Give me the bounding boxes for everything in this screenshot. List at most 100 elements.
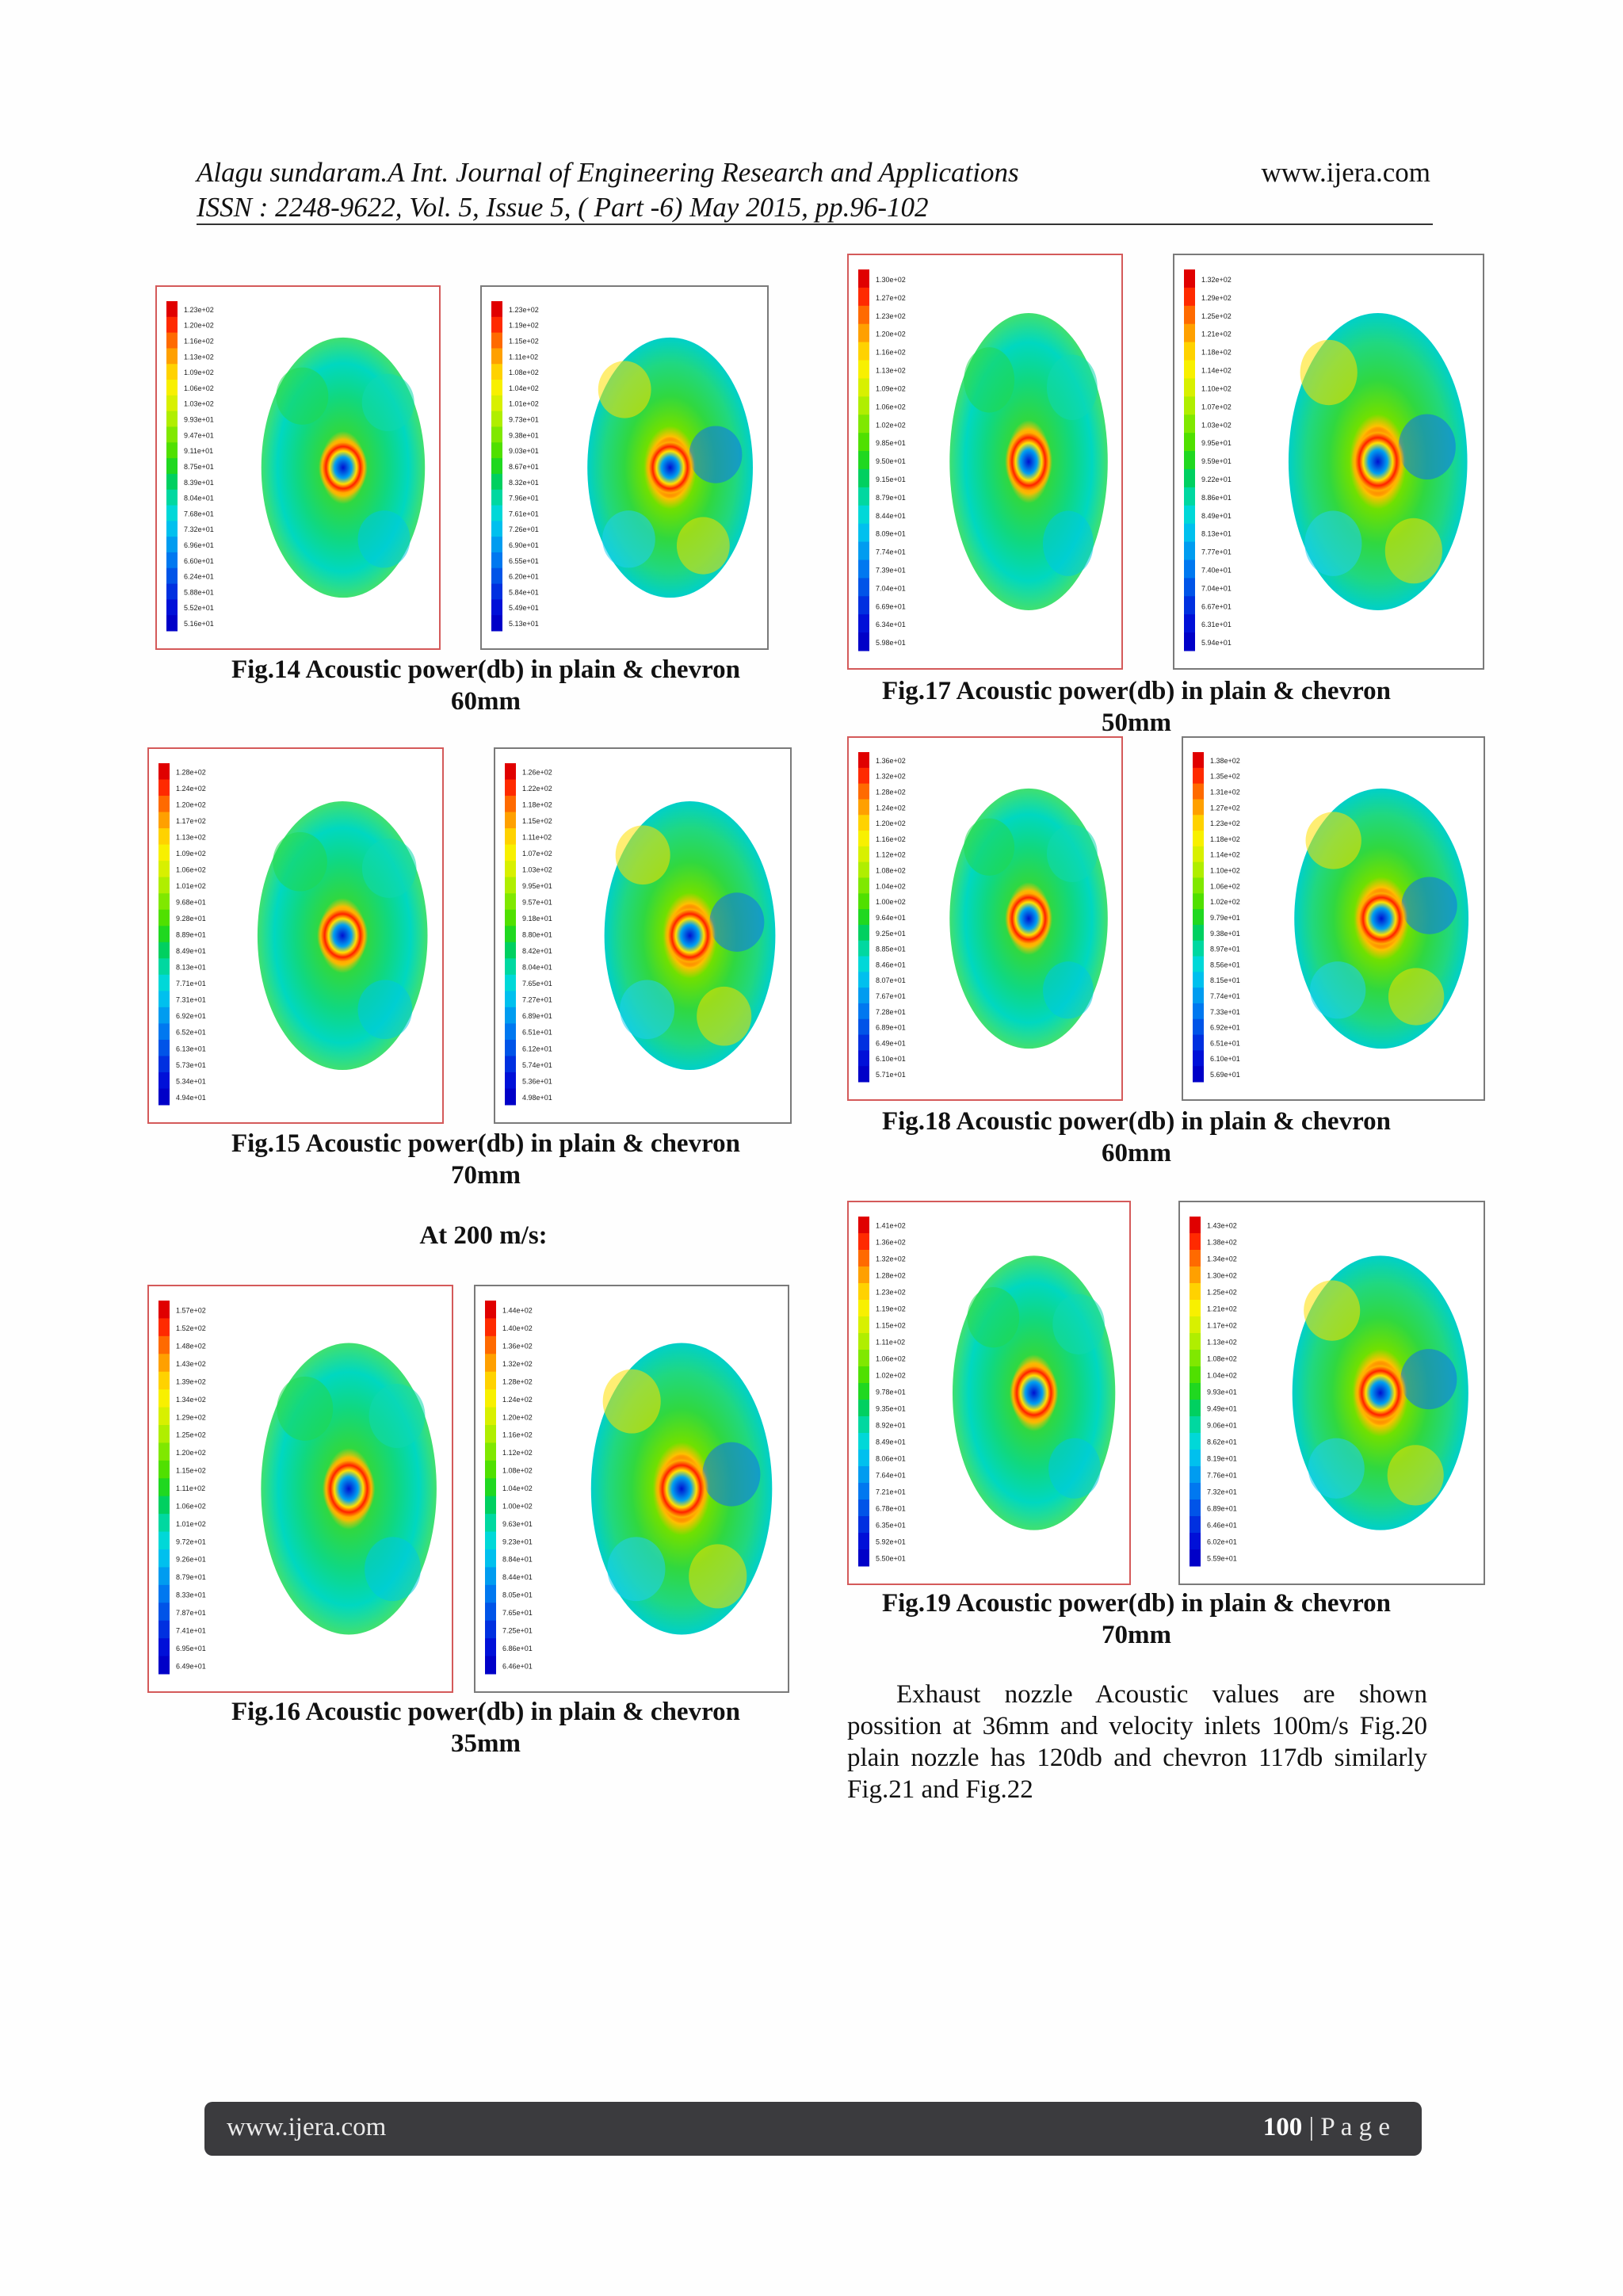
legend-swatch: [858, 1366, 869, 1384]
legend-swatch: [1184, 487, 1195, 506]
legend-label: 1.16e+02: [184, 337, 214, 345]
legend-swatch: [491, 426, 502, 443]
fig16-plain-contour: 1.57e+02 1.52e+02 1.48e+02 1.43e+02 1.39e+02…: [147, 1285, 453, 1693]
legend-label: 7.41e+01: [176, 1626, 206, 1634]
journal-site[interactable]: www.ijera.com: [1261, 157, 1431, 188]
legend-label: 1.41e+02: [876, 1222, 906, 1230]
legend-swatch: [491, 395, 502, 412]
legend-label: 6.35e+01: [876, 1522, 906, 1530]
contour-lobe: [361, 373, 414, 432]
legend-swatch: [485, 1354, 496, 1373]
legend-label: 1.26e+02: [522, 768, 552, 776]
contour-lobe: [602, 1369, 661, 1434]
legend-swatch: [1193, 1018, 1204, 1036]
jet-core: [1009, 1361, 1059, 1425]
legend-label: 1.19e+02: [876, 1305, 906, 1313]
legend-label: 6.20e+01: [509, 573, 539, 581]
legend-swatch: [505, 828, 516, 846]
legend-swatch: [491, 552, 502, 569]
contour-lobe: [1400, 1349, 1457, 1410]
legend-label: 1.20e+02: [184, 322, 214, 330]
paragraph-text: Exhaust nozzle Acoustic values are shown…: [847, 1680, 1427, 1804]
legend-label: 7.76e+01: [1207, 1472, 1237, 1480]
footer-site[interactable]: www.ijera.com: [227, 2113, 387, 2141]
legend-label: 9.79e+01: [1210, 914, 1240, 922]
legend-label: 8.49e+01: [176, 947, 206, 955]
legend-label: 1.12e+02: [876, 851, 906, 859]
legend-label: 1.22e+02: [522, 785, 552, 793]
legend-swatch: [158, 1514, 170, 1533]
fig14-caption: Fig.14 Acoustic power(db) in plain & che…: [231, 655, 740, 716]
legend-label: 8.06e+01: [876, 1455, 906, 1463]
legend-label: 6.10e+01: [876, 1055, 906, 1063]
legend-swatch: [166, 599, 178, 616]
legend-label: 5.36e+01: [522, 1077, 552, 1085]
legend-swatch: [858, 323, 869, 343]
jet-core: [322, 1455, 376, 1522]
legend-swatch: [1193, 1003, 1204, 1020]
legend-swatch: [858, 1034, 869, 1051]
legend-swatch: [1193, 861, 1204, 878]
legend-swatch: [1193, 877, 1204, 894]
legend-swatch: [858, 1233, 869, 1251]
legend-swatch: [158, 1407, 170, 1426]
legend-swatch: [505, 974, 516, 991]
legend-label: 1.16e+02: [502, 1431, 533, 1439]
legend-label: 1.24e+02: [176, 785, 206, 793]
legend-label: 1.23e+02: [509, 306, 539, 314]
legend-swatch: [505, 763, 516, 781]
contour-lobe: [1398, 414, 1456, 480]
legend-swatch: [858, 378, 869, 397]
legend-swatch: [858, 940, 869, 957]
legend-label: 1.20e+02: [176, 1449, 206, 1457]
legend-label: 8.97e+01: [1210, 946, 1240, 953]
legend-swatch: [158, 1603, 170, 1622]
fig14-chevron-contour: 1.23e+02 1.19e+02 1.15e+02 1.11e+02 1.08e+02…: [480, 285, 769, 650]
legend-swatch: [858, 1416, 869, 1434]
legend-label: 1.07e+02: [1201, 403, 1232, 411]
legend-label: 9.38e+01: [509, 431, 539, 439]
legend-label: 1.08e+02: [502, 1467, 533, 1475]
legend-swatch: [505, 1007, 516, 1024]
legend-label: 1.28e+02: [176, 768, 206, 776]
legend-label: 7.71e+01: [176, 980, 206, 988]
legend-swatch: [1193, 752, 1204, 769]
legend-swatch: [505, 1039, 516, 1056]
legend-label: 1.39e+02: [176, 1377, 206, 1385]
contour-lobe: [1046, 354, 1098, 420]
legend-label: 1.10e+02: [1210, 867, 1240, 875]
legend-swatch: [158, 1549, 170, 1568]
legend-swatch: [1184, 342, 1195, 361]
contour-lobe: [1304, 1280, 1361, 1341]
legend-swatch: [858, 415, 869, 434]
legend-label: 1.02e+02: [876, 421, 906, 429]
legend-label: 6.55e+01: [509, 557, 539, 565]
legend-swatch: [1184, 505, 1195, 525]
legend-swatch: [485, 1656, 496, 1675]
legend-swatch: [491, 458, 502, 475]
contour-lobe: [601, 510, 655, 568]
contour-plot: 1.30e+02 1.27e+02 1.23e+02 1.20e+02 1.16e+02…: [858, 269, 1108, 651]
legend-swatch: [158, 893, 170, 911]
legend-label: 6.96e+01: [184, 541, 214, 549]
page-number: 100 | P a g e: [1262, 2113, 1390, 2141]
legend-swatch: [858, 1266, 869, 1284]
contour-lobe: [369, 1384, 426, 1448]
legend-label: 8.92e+01: [876, 1422, 906, 1430]
legend-label: 1.29e+02: [176, 1413, 206, 1421]
legend-swatch: [158, 1425, 170, 1443]
legend-label: 6.90e+01: [509, 541, 539, 549]
contour-plot: 1.23e+02 1.19e+02 1.15e+02 1.11e+02 1.08e+02…: [491, 301, 753, 632]
legend-label: 1.09e+02: [184, 369, 214, 376]
fig18-caption: Fig.18 Acoustic power(db) in plain & che…: [881, 1107, 1391, 1167]
legend-label: 7.40e+01: [1201, 567, 1232, 575]
legend-swatch: [1193, 924, 1204, 942]
legend-label: 9.64e+01: [876, 914, 906, 922]
legend-label: 1.48e+02: [176, 1343, 206, 1350]
legend-label: 7.65e+01: [502, 1609, 533, 1617]
contour-lobe: [598, 361, 651, 418]
legend-label: 9.95e+01: [1201, 439, 1232, 447]
legend-swatch: [505, 796, 516, 813]
fig19-caption: Fig.19 Acoustic power(db) in plain & che…: [881, 1589, 1391, 1649]
jet-core: [1005, 888, 1052, 949]
